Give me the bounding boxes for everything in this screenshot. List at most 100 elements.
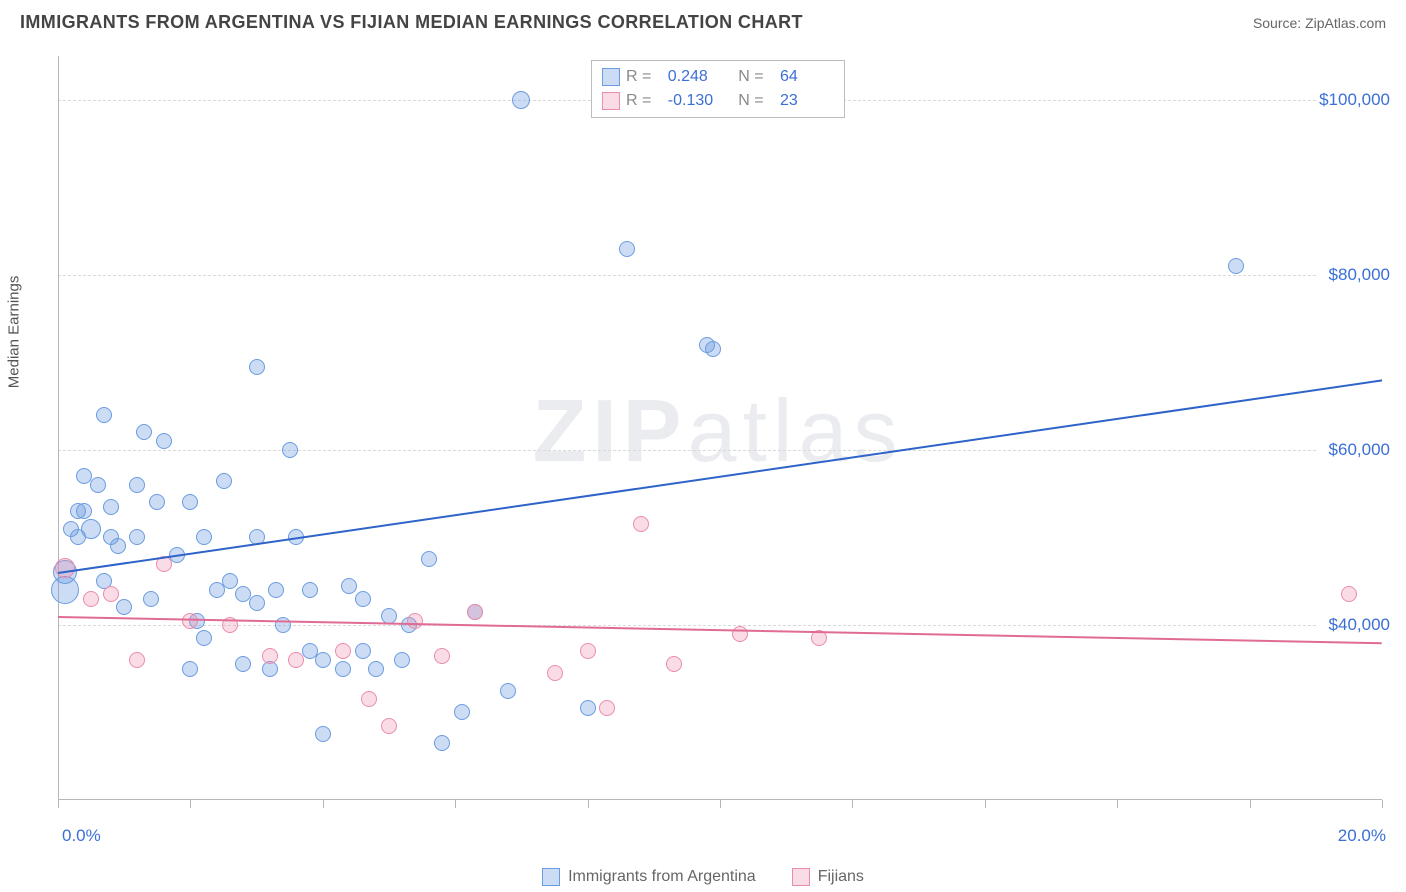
- y-tick-label: $80,000: [1329, 265, 1390, 285]
- data-point-fijians: [262, 648, 278, 664]
- x-tick: [190, 800, 191, 808]
- x-axis-max-label: 20.0%: [1338, 826, 1386, 846]
- r-value-fijians: -0.130: [668, 89, 722, 113]
- data-point-fijians: [434, 648, 450, 664]
- data-point-argentina: [81, 519, 101, 539]
- data-point-fijians: [407, 613, 423, 629]
- r-value-argentina: 0.248: [668, 65, 722, 89]
- data-point-argentina: [335, 661, 351, 677]
- x-tick: [323, 800, 324, 808]
- data-point-argentina: [355, 643, 371, 659]
- y-tick-label: $100,000: [1319, 90, 1390, 110]
- watermark: ZIPatlas: [533, 380, 904, 482]
- data-point-fijians: [55, 558, 75, 578]
- data-point-argentina: [394, 652, 410, 668]
- gridline: [58, 275, 1316, 276]
- x-axis-min-label: 0.0%: [62, 826, 101, 846]
- x-tick: [58, 800, 59, 808]
- chart-area: Median Earnings ZIPatlas $40,000$60,000$…: [50, 56, 1386, 816]
- data-point-argentina: [275, 617, 291, 633]
- x-tick: [720, 800, 721, 808]
- n-label: N =: [738, 65, 763, 89]
- data-point-argentina: [235, 656, 251, 672]
- data-point-fijians: [732, 626, 748, 642]
- data-point-argentina: [156, 433, 172, 449]
- data-point-argentina: [268, 582, 284, 598]
- r-label: R =: [626, 65, 651, 89]
- legend-item-fijians: Fijians: [792, 868, 864, 886]
- data-point-argentina: [421, 551, 437, 567]
- data-point-argentina: [76, 503, 92, 519]
- trendline-fijians: [58, 616, 1382, 644]
- x-tick: [455, 800, 456, 808]
- data-point-argentina: [580, 700, 596, 716]
- data-point-argentina: [368, 661, 384, 677]
- data-point-argentina: [222, 573, 238, 589]
- data-point-argentina: [249, 595, 265, 611]
- y-tick-label: $40,000: [1329, 615, 1390, 635]
- data-point-fijians: [361, 691, 377, 707]
- y-axis-label: Median Earnings: [6, 276, 23, 389]
- r-label: R =: [626, 89, 651, 113]
- data-point-argentina: [454, 704, 470, 720]
- data-point-argentina: [434, 735, 450, 751]
- data-point-argentina: [129, 529, 145, 545]
- data-point-argentina: [136, 424, 152, 440]
- data-point-argentina: [196, 529, 212, 545]
- data-point-fijians: [633, 516, 649, 532]
- data-point-argentina: [249, 359, 265, 375]
- data-point-argentina: [302, 582, 318, 598]
- x-tick: [588, 800, 589, 808]
- data-point-argentina: [355, 591, 371, 607]
- data-point-argentina: [90, 477, 106, 493]
- stats-row-argentina: R = 0.248 N = 64: [602, 65, 834, 89]
- n-value-argentina: 64: [780, 65, 834, 89]
- gridline: [58, 625, 1316, 626]
- swatch-fijians: [602, 92, 620, 110]
- swatch-argentina: [602, 68, 620, 86]
- legend-swatch-fijians: [792, 868, 810, 886]
- data-point-argentina: [129, 477, 145, 493]
- data-point-fijians: [288, 652, 304, 668]
- source-label: Source: ZipAtlas.com: [1253, 15, 1386, 31]
- legend-swatch-argentina: [542, 868, 560, 886]
- data-point-argentina: [315, 652, 331, 668]
- data-point-fijians: [335, 643, 351, 659]
- n-value-fijians: 23: [780, 89, 834, 113]
- data-point-argentina: [182, 494, 198, 510]
- data-point-argentina: [705, 341, 721, 357]
- gridline: [58, 450, 1316, 451]
- stats-row-fijians: R = -0.130 N = 23: [602, 89, 834, 113]
- data-point-argentina: [182, 661, 198, 677]
- legend-item-argentina: Immigrants from Argentina: [542, 868, 756, 886]
- data-point-fijians: [1341, 586, 1357, 602]
- legend: Immigrants from Argentina Fijians: [0, 868, 1406, 886]
- data-point-argentina: [103, 499, 119, 515]
- data-point-fijians: [580, 643, 596, 659]
- data-point-fijians: [129, 652, 145, 668]
- x-tick: [1250, 800, 1251, 808]
- watermark-prefix: ZIP: [533, 381, 688, 480]
- chart-title: IMMIGRANTS FROM ARGENTINA VS FIJIAN MEDI…: [20, 12, 803, 33]
- data-point-fijians: [467, 604, 483, 620]
- legend-label-argentina: Immigrants from Argentina: [568, 868, 756, 886]
- data-point-argentina: [282, 442, 298, 458]
- data-point-fijians: [599, 700, 615, 716]
- data-point-argentina: [512, 91, 530, 109]
- stats-box: R = 0.248 N = 64 R = -0.130 N = 23: [591, 60, 845, 118]
- data-point-argentina: [216, 473, 232, 489]
- data-point-argentina: [341, 578, 357, 594]
- data-point-argentina: [196, 630, 212, 646]
- data-point-argentina: [116, 599, 132, 615]
- x-tick: [852, 800, 853, 808]
- data-point-fijians: [83, 591, 99, 607]
- data-point-argentina: [110, 538, 126, 554]
- x-tick: [1382, 800, 1383, 808]
- x-tick: [1117, 800, 1118, 808]
- data-point-argentina: [500, 683, 516, 699]
- data-point-fijians: [666, 656, 682, 672]
- data-point-argentina: [619, 241, 635, 257]
- n-label: N =: [738, 89, 763, 113]
- data-point-argentina: [1228, 258, 1244, 274]
- data-point-fijians: [103, 586, 119, 602]
